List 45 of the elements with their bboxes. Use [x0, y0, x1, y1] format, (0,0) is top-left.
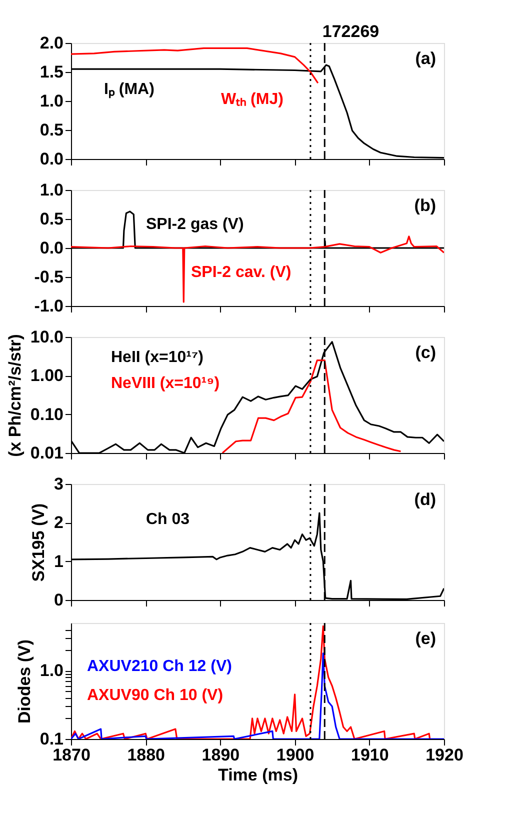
annotation: (e) — [415, 629, 436, 648]
annotation: (a) — [415, 49, 436, 68]
x-tick-label: 1900 — [276, 746, 314, 764]
text: AXUV210 Ch 12 (V) — [87, 658, 232, 675]
y-tick-label: -1.0 — [34, 296, 64, 316]
series-label: Iₚ (MA) — [104, 81, 154, 99]
y-tick-label: 0.0 — [40, 150, 64, 168]
y-tick-label: 2 — [54, 513, 64, 532]
x-tick-label: 1920 — [426, 746, 464, 764]
y-tick-label: 0 — [54, 590, 64, 610]
text: 172269 — [322, 22, 380, 41]
series-label: Ch 03 — [146, 511, 190, 528]
x-tick-label: 1890 — [202, 746, 240, 764]
series-label: SPI-2 cav. (V) — [191, 264, 292, 281]
x-axis-title: Time (ms) — [218, 766, 298, 784]
x-tick-label: 1910 — [350, 746, 389, 764]
y-tick-label: 0.10 — [30, 404, 64, 424]
series-label: SPI-2 gas (V) — [146, 216, 244, 233]
annotation: (c) — [415, 343, 436, 362]
y-tick-label: 1.0 — [40, 92, 64, 110]
y-tick-label: 10.0 — [30, 328, 64, 346]
x-tick-label: 1870 — [52, 746, 90, 764]
y-axis-title: (x Ph/cm²/s/str) — [5, 334, 24, 457]
y-tick-label: 1.5 — [40, 62, 64, 82]
series-label: AXUV90 Ch 10 (V) — [87, 687, 224, 704]
text: Wₜₕ (MJ) — [221, 91, 284, 108]
y-tick-label: 0.5 — [40, 120, 64, 140]
y-tick-label: -0.5 — [34, 268, 64, 286]
y-tick-label: 3 — [54, 474, 64, 494]
x-tick-label: 1880 — [127, 746, 166, 764]
y-tick-label: 2.0 — [40, 34, 64, 52]
text: NeVIII (x=10¹⁹) — [111, 375, 220, 392]
y-tick-label: 1.0 — [40, 180, 64, 200]
y-axis-title: Diodes (V) — [14, 639, 34, 724]
annotation: (b) — [414, 196, 436, 215]
y-tick-label: 1 — [54, 552, 64, 571]
y-tick-label: 1.0 — [40, 661, 64, 680]
y-tick-label: 0.0 — [40, 238, 64, 258]
y-tick-label: 0.01 — [30, 444, 64, 462]
y-axis-title: SX195 (V) — [29, 503, 48, 582]
y-tick-label: 1.00 — [30, 366, 64, 386]
y-tick-label: 0.1 — [40, 730, 64, 748]
annotation: (d) — [414, 490, 436, 509]
text: HeII (x=10¹⁷) — [111, 349, 204, 366]
y-tick-label: 0.5 — [40, 210, 64, 228]
